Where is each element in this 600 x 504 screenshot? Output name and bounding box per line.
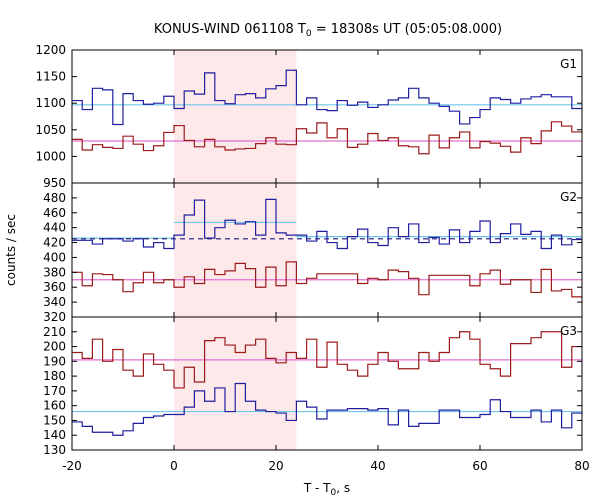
y-tick-label-g1-1000: 1000 [35, 149, 66, 163]
y-tick-label-g3-180: 180 [43, 369, 66, 383]
chart-title: KONUS-WIND 061108 T0 = 18308s UT (05:05:… [154, 22, 502, 39]
panels-group: 95010001050110011501200G1320340360380400… [35, 43, 589, 473]
series-step-g3-red [72, 331, 582, 389]
chart-title-rest: = 18308s UT (05:05:08.000) [312, 22, 502, 37]
x-tick-label-60: 60 [472, 459, 487, 473]
panel-label-g1: G1 [560, 57, 577, 71]
y-tick-label-g2-420: 420 [43, 236, 66, 250]
x-tick-label-40: 40 [370, 459, 385, 473]
x-tick-label--20: -20 [62, 459, 82, 473]
y-tick-label-g1-950: 950 [43, 176, 66, 190]
y-tick-label-g3-200: 200 [43, 340, 66, 354]
x-tick-label-0: 0 [170, 459, 178, 473]
y-tick-label-g1-1100: 1100 [35, 96, 66, 110]
series-step-g2-blue [72, 198, 582, 250]
y-tick-label-g2-400: 400 [43, 250, 66, 264]
y-tick-label-g2-340: 340 [43, 295, 66, 309]
series-step-g2-red [72, 261, 582, 298]
series-step-g3-blue [72, 382, 582, 436]
x-axis-label-rest: , s [336, 481, 350, 495]
chart-title-main: KONUS-WIND 061108 T [154, 22, 306, 37]
y-tick-label-g1-1050: 1050 [35, 123, 66, 137]
y-tick-label-g3-140: 140 [43, 428, 66, 442]
y-tick-label-g3-210: 210 [43, 325, 66, 339]
y-tick-label-g2-320: 320 [43, 310, 66, 324]
panel-frame-g2 [71, 182, 583, 318]
y-tick-label-g2-380: 380 [43, 265, 66, 279]
panel-g1: 950 1000 1050 1100 1150 1200 G1 [35, 43, 583, 190]
panel-label-g2: G2 [560, 190, 577, 204]
y-tick-label-g3-130: 130 [43, 443, 66, 457]
y-tick-label-g3-150: 150 [43, 413, 66, 427]
y-tick-label-g2-360: 360 [43, 280, 66, 294]
x-axis-label: T - T0, s [303, 481, 350, 498]
y-tick-label-g1-1200: 1200 [35, 43, 66, 57]
shaded-interval-g2 [174, 183, 297, 317]
y-tick-label-g3-170: 170 [43, 384, 66, 398]
series-step-g1-red [72, 121, 582, 155]
y-tick-label-g2-480: 480 [43, 191, 66, 205]
x-axis-label-subscript: 0 [331, 488, 337, 498]
shaded-interval-g1 [174, 50, 297, 183]
y-axis-label: counts / sec [4, 214, 18, 286]
panel-frame-g1 [71, 49, 583, 184]
plot-area-g2 [72, 198, 582, 298]
x-tick-label-80: 80 [574, 459, 589, 473]
x-axis-label-main: T - T [303, 481, 331, 495]
y-tick-label-g1-1150: 1150 [35, 70, 66, 84]
y-tick-label-g2-460: 460 [43, 206, 66, 220]
series-step-g1-blue [72, 69, 582, 126]
x-tick-label-20: 20 [268, 459, 283, 473]
panel-label-g3: G3 [560, 324, 577, 338]
chart-title-subscript: 0 [306, 29, 312, 39]
y-tick-label-g3-190: 190 [43, 354, 66, 368]
plot-area-g1 [72, 69, 582, 155]
plot-area-g3 [72, 331, 582, 436]
y-tick-label-g3-160: 160 [43, 399, 66, 413]
y-tick-label-g2-440: 440 [43, 221, 66, 235]
panel-frame-g3 [71, 316, 583, 451]
